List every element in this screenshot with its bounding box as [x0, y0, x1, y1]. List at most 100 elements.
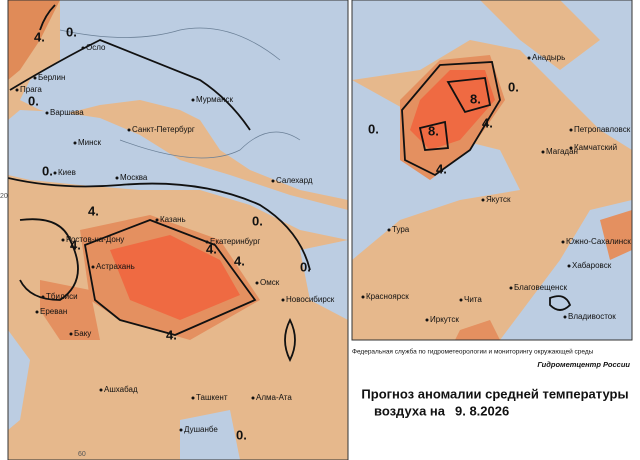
city-dot: [459, 298, 463, 302]
city-label: Киев: [58, 168, 76, 177]
city-label: Мурманск: [196, 95, 233, 104]
contour-label: 8.: [470, 91, 481, 106]
city-dot: [387, 228, 391, 232]
city-label: Москва: [120, 173, 148, 182]
city-dot: [155, 218, 159, 222]
contour-label: 0.: [508, 79, 519, 94]
city-dot: [127, 128, 131, 132]
forecast-date: 9. 8.2026: [455, 403, 509, 418]
city-dot: [53, 171, 57, 175]
city-dot: [569, 128, 573, 132]
contour-label: 4.: [482, 115, 493, 130]
city-label: Казань: [160, 215, 186, 224]
city-label: Баку: [74, 329, 91, 338]
agency: Федеральная служба по гидрометеорологии …: [352, 348, 594, 356]
city-label: Южно-Сахалинск: [566, 237, 631, 246]
city-dot: [81, 46, 85, 50]
contour-label: 0.: [368, 121, 379, 136]
city-dot: [509, 286, 513, 290]
city-label: Алма-Ата: [256, 393, 292, 402]
city-label: Благовещенск: [514, 283, 567, 292]
city-label: Ташкент: [196, 393, 228, 402]
city-label: Иркутск: [430, 315, 459, 324]
city-dot: [91, 265, 95, 269]
city-dot: [191, 98, 195, 102]
city-dot: [205, 240, 209, 244]
city-label: Астрахань: [96, 262, 135, 271]
city-dot: [35, 310, 39, 314]
contour-label: 8.: [428, 123, 439, 138]
city-dot: [361, 295, 365, 299]
city-label: Ашхабад: [104, 385, 138, 394]
city-dot: [179, 428, 183, 432]
city-label: Хабаровск: [572, 261, 612, 270]
city-dot: [541, 150, 545, 154]
city-dot: [41, 295, 45, 299]
city-label: Владивосток: [568, 312, 616, 321]
city-dot: [251, 396, 255, 400]
city-dot: [281, 298, 285, 302]
labels: Осло Берлин Прага Варшава Мурманск Санкт-Пете…: [0, 24, 631, 457]
contour-label: 4.: [88, 203, 99, 218]
city-dot: [115, 176, 119, 180]
city-dot: [527, 56, 531, 60]
city-dot: [45, 111, 49, 115]
city-label: Берлин: [38, 73, 65, 82]
contour-label: 0.: [42, 163, 53, 178]
city-label: Санкт-Петербург: [132, 125, 195, 134]
city-dot: [425, 318, 429, 322]
city-dot: [569, 146, 573, 150]
city-label: Прага: [20, 85, 42, 94]
city-label: Красноярск: [366, 292, 409, 301]
city-dot: [563, 315, 567, 319]
city-dot: [99, 388, 103, 392]
grid-label: 60: [78, 451, 86, 458]
city-label: Ростов-на-Дону: [66, 235, 124, 244]
city-dot: [255, 281, 259, 285]
city-label: Камчатский: [574, 143, 617, 152]
city-label: Петропавловск: [574, 125, 631, 134]
city-dot: [69, 332, 73, 336]
map-subtitle: воздуха на: [374, 403, 446, 418]
city-dot: [191, 396, 195, 400]
city-dot: [271, 179, 275, 183]
city-dot: [61, 238, 65, 242]
contour-label: 4.: [436, 161, 447, 176]
contour-label: 0.: [236, 427, 247, 442]
city-label: Чита: [464, 295, 482, 304]
contour-label: 4.: [70, 237, 81, 252]
right-map: [352, 0, 632, 340]
grid-label: 20: [0, 193, 8, 200]
contour-label: 4.: [34, 29, 45, 44]
left-frame: [7, 0, 349, 460]
right-frame: [351, 0, 633, 341]
city-label: Омск: [260, 278, 280, 287]
contour-label: 4.: [166, 327, 177, 342]
city-label: Екатеринбург: [210, 237, 260, 246]
city-label: Осло: [86, 43, 106, 52]
city-label: Минск: [78, 138, 102, 147]
city-dot: [481, 198, 485, 202]
city-label: Анадырь: [532, 53, 565, 62]
city-label: Новосибирск: [286, 295, 335, 304]
city-label: Ереван: [40, 307, 67, 316]
left-map: [8, 0, 348, 460]
contour-label: 0.: [252, 213, 263, 228]
contour-label: 0.: [28, 93, 39, 108]
contour-label: 4.: [234, 253, 245, 268]
city-dot: [73, 141, 77, 145]
city-label: Душанбе: [184, 425, 218, 434]
city-label: Якутск: [486, 195, 511, 204]
city-dot: [33, 76, 37, 80]
city-label: Салехард: [276, 176, 313, 185]
map-title: Прогноз аномалии средней температуры: [361, 386, 628, 401]
city-label: Тура: [392, 225, 410, 234]
center-name: Гидрометцентр России: [537, 360, 630, 369]
city-label: Варшава: [50, 108, 84, 117]
city-dot: [15, 88, 19, 92]
city-dot: [567, 264, 571, 268]
city-label: Тбилиси: [46, 292, 78, 301]
city-dot: [561, 240, 565, 244]
contour-label: 0.: [300, 259, 311, 274]
